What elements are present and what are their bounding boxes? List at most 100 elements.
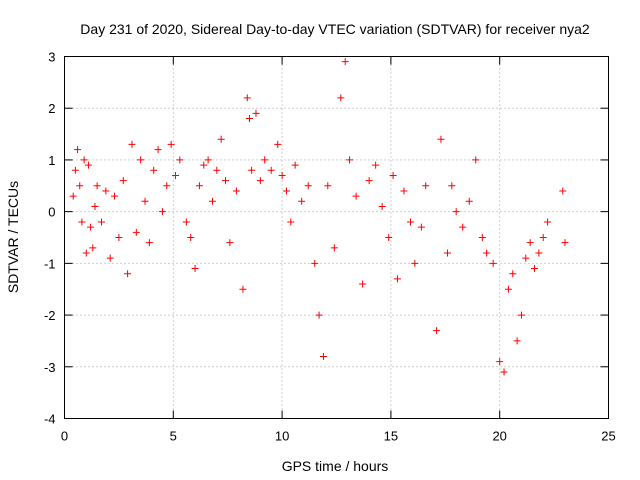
data-point xyxy=(93,182,101,190)
data-point xyxy=(282,187,290,195)
data-point xyxy=(422,182,430,190)
x-tick-label: 20 xyxy=(492,429,506,444)
data-point xyxy=(239,285,247,293)
data-point xyxy=(111,192,119,200)
grid xyxy=(64,56,609,419)
data-point xyxy=(319,352,327,360)
data-point xyxy=(304,182,312,190)
data-point xyxy=(252,109,260,117)
data-point xyxy=(248,166,256,174)
data-point xyxy=(278,171,286,179)
data-point xyxy=(417,223,425,231)
data-point xyxy=(522,254,530,262)
data-point xyxy=(372,161,380,169)
data-point xyxy=(500,368,508,376)
data-point xyxy=(496,358,504,366)
data-point xyxy=(433,327,441,335)
data-point xyxy=(389,171,397,179)
y-tick-label: 3 xyxy=(48,50,55,65)
data-point xyxy=(222,177,230,185)
data-point xyxy=(274,140,282,148)
data-point xyxy=(204,156,212,164)
data-point xyxy=(115,234,123,241)
data-point xyxy=(341,58,349,66)
chart-title: Day 231 of 2020, Sidereal Day-to-day VTE… xyxy=(80,21,590,37)
data-point xyxy=(324,182,332,190)
data-point xyxy=(256,177,264,185)
data-point xyxy=(187,234,195,241)
data-point xyxy=(167,140,175,148)
data-point xyxy=(141,197,149,205)
data-point xyxy=(531,265,539,273)
data-point xyxy=(128,140,136,148)
x-tick-labels: 0 5 10 15 20 25 xyxy=(61,429,616,444)
data-point xyxy=(119,177,127,185)
data-point xyxy=(472,156,480,164)
data-point xyxy=(158,208,166,216)
data-point xyxy=(330,244,338,252)
data-point xyxy=(437,135,445,143)
data-point xyxy=(459,223,467,231)
data-point xyxy=(182,218,190,226)
data-point xyxy=(82,249,90,257)
data-point xyxy=(267,166,275,174)
data-point xyxy=(346,156,354,164)
data-point xyxy=(287,218,295,226)
data-point xyxy=(69,192,77,200)
data-point xyxy=(245,115,253,123)
data-point xyxy=(150,166,158,174)
plot-frame xyxy=(64,56,609,419)
data-point xyxy=(208,197,216,205)
y-tick-labels: -4 -3 -2 -1 0 1 2 3 xyxy=(44,50,56,427)
data-point xyxy=(385,234,393,241)
y-tick-label: 0 xyxy=(48,205,55,220)
data-point xyxy=(71,166,79,174)
data-point xyxy=(315,311,323,319)
data-point xyxy=(76,182,84,190)
data-point xyxy=(517,311,525,319)
data-point xyxy=(359,280,367,288)
y-tick-label: 2 xyxy=(48,101,55,116)
data-point xyxy=(261,156,269,164)
y-axis-label: SDTVAR / TECUs xyxy=(5,181,21,293)
data-point xyxy=(89,244,97,252)
data-point xyxy=(478,234,486,241)
data-point xyxy=(232,187,240,195)
x-tick-label: 10 xyxy=(275,429,289,444)
data-point xyxy=(132,228,140,236)
data-point xyxy=(483,249,491,257)
y-tick-label: -4 xyxy=(44,412,56,427)
data-point xyxy=(298,197,306,205)
data-point xyxy=(539,234,547,241)
data-point xyxy=(145,239,153,247)
axis-ticks xyxy=(64,56,609,419)
data-point xyxy=(74,146,82,154)
data-point xyxy=(393,275,401,283)
data-point xyxy=(171,171,179,179)
data-point xyxy=(489,259,497,267)
data-point xyxy=(91,202,99,210)
data-point xyxy=(213,166,221,174)
data-points xyxy=(69,58,569,376)
data-point xyxy=(87,223,95,231)
data-point xyxy=(559,187,567,195)
data-point xyxy=(195,182,203,190)
data-point xyxy=(452,208,460,216)
x-axis-label: GPS time / hours xyxy=(282,458,389,474)
data-point xyxy=(154,146,162,154)
data-point xyxy=(448,182,456,190)
data-point xyxy=(137,156,145,164)
data-point xyxy=(337,94,345,102)
data-point xyxy=(97,218,105,226)
data-point xyxy=(176,156,184,164)
data-point xyxy=(243,94,251,102)
data-point xyxy=(80,156,88,164)
data-point xyxy=(535,249,543,257)
data-point xyxy=(200,161,208,169)
data-point xyxy=(406,218,414,226)
data-point xyxy=(411,259,419,267)
data-point xyxy=(84,161,92,169)
data-point xyxy=(352,192,360,200)
data-point xyxy=(106,254,114,262)
